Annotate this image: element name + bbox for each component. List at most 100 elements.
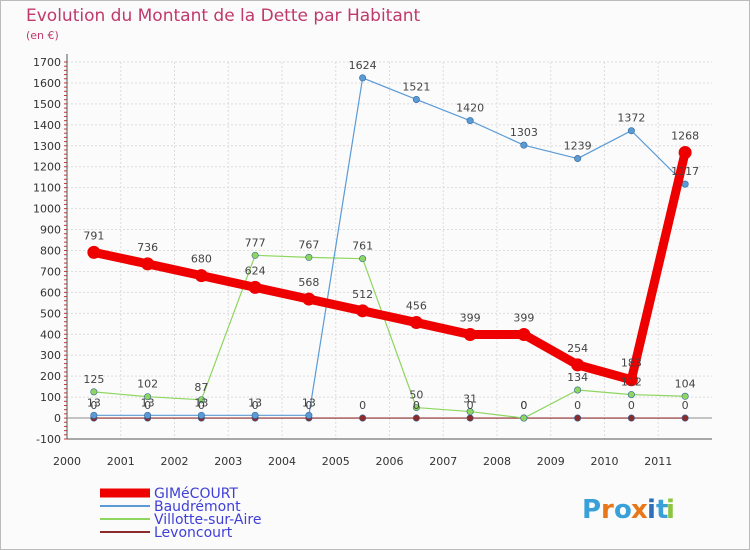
data-point: [251, 251, 259, 259]
data-point: [144, 411, 152, 419]
data-point: [574, 414, 582, 422]
y-tick-label: 1200: [33, 161, 61, 174]
data-point: [571, 358, 585, 372]
data-point: [141, 257, 155, 271]
data-label: 1117: [671, 165, 699, 178]
data-point: [248, 280, 262, 294]
axes: [64, 54, 712, 440]
x-tick-label: 2011: [644, 455, 672, 468]
data-label: 31: [463, 393, 477, 406]
data-point: [90, 388, 98, 396]
y-tick-label: 0: [54, 412, 61, 425]
data-label: 125: [83, 373, 104, 386]
data-label: 0: [198, 399, 205, 412]
data-point: [359, 74, 367, 82]
data-point: [412, 414, 420, 422]
data-point: [574, 155, 582, 163]
data-point: [517, 327, 531, 341]
y-axis-ticks: -100 0 100 200 300 400 500 600 700 800 900 1000 1100…: [33, 56, 61, 446]
series-line-1: [93, 77, 686, 416]
data-label: 791: [83, 229, 104, 242]
logo-letter: i: [666, 495, 675, 525]
data-label: 1624: [349, 59, 377, 72]
logo-letter: P: [582, 495, 601, 525]
y-tick-label: 1000: [33, 203, 61, 216]
series-lines: [87, 74, 692, 422]
x-tick-label: 2002: [161, 455, 189, 468]
data-label: 399: [513, 311, 534, 324]
data-label: 680: [191, 253, 212, 266]
data-label: 456: [406, 300, 427, 313]
data-point: [359, 255, 367, 263]
data-point: [627, 391, 635, 399]
y-tick-label: 500: [40, 307, 61, 320]
y-tick-label: 600: [40, 286, 61, 299]
data-point: [251, 411, 259, 419]
data-point: [412, 95, 420, 103]
data-label: 13: [87, 396, 101, 409]
data-label: 1521: [402, 80, 430, 93]
y-tick-label: 1600: [33, 77, 61, 90]
data-point: [627, 127, 635, 135]
y-tick-label: -100: [36, 433, 61, 446]
data-label: 736: [137, 241, 158, 254]
data-point: [681, 392, 689, 400]
data-label: 50: [409, 389, 423, 402]
data-label: 254: [567, 342, 588, 355]
data-label: 0: [144, 399, 151, 412]
x-tick-label: 2000: [53, 455, 81, 468]
data-label: 1303: [510, 126, 538, 139]
data-point: [466, 414, 474, 422]
data-label: 1268: [671, 129, 699, 142]
data-point: [90, 411, 98, 419]
data-point: [412, 404, 420, 412]
x-tick-label: 2005: [322, 455, 350, 468]
grid: [66, 61, 712, 440]
data-label: 0: [252, 399, 259, 412]
y-tick-label: 1400: [33, 119, 61, 132]
data-label: 568: [298, 276, 319, 289]
data-point: [681, 414, 689, 422]
data-label: 13: [141, 396, 155, 409]
data-point: [194, 269, 208, 283]
data-point: [463, 327, 477, 341]
data-label: 102: [137, 378, 158, 391]
legend-label: Baudrémont: [154, 499, 241, 515]
data-label: 777: [245, 236, 266, 249]
legend-label: GIMéCOURT: [154, 486, 238, 502]
x-tick-label: 2007: [429, 455, 457, 468]
data-point: [574, 386, 582, 394]
data-label: 87: [194, 381, 208, 394]
x-tick-label: 2010: [591, 455, 619, 468]
data-label: 0: [520, 399, 527, 412]
data-point: [356, 304, 370, 318]
data-point: [144, 393, 152, 401]
data-label: 13: [194, 396, 208, 409]
logo-letter: r: [601, 495, 614, 525]
data-label: 0: [305, 399, 312, 412]
data-label: 0: [467, 399, 474, 412]
data-label: 767: [298, 238, 319, 251]
logo-letter: o: [614, 495, 632, 525]
data-point: [520, 141, 528, 149]
data-point: [305, 253, 313, 261]
data-label: 0: [90, 399, 97, 412]
data-point: [466, 117, 474, 125]
data-point: [681, 180, 689, 188]
data-point: [359, 414, 367, 422]
y-tick-label: 400: [40, 328, 61, 341]
data-label: 0: [413, 399, 420, 412]
x-tick-label: 2006: [376, 455, 404, 468]
logo-letter: x: [631, 495, 648, 525]
y-tick-label: 1300: [33, 140, 61, 153]
data-point: [87, 245, 101, 259]
data-point: [302, 292, 316, 306]
data-label: 0: [682, 399, 689, 412]
data-point: [466, 408, 474, 416]
data-label: 0: [628, 399, 635, 412]
y-tick-label: 1700: [33, 56, 61, 69]
y-tick-label: 1500: [33, 98, 61, 111]
